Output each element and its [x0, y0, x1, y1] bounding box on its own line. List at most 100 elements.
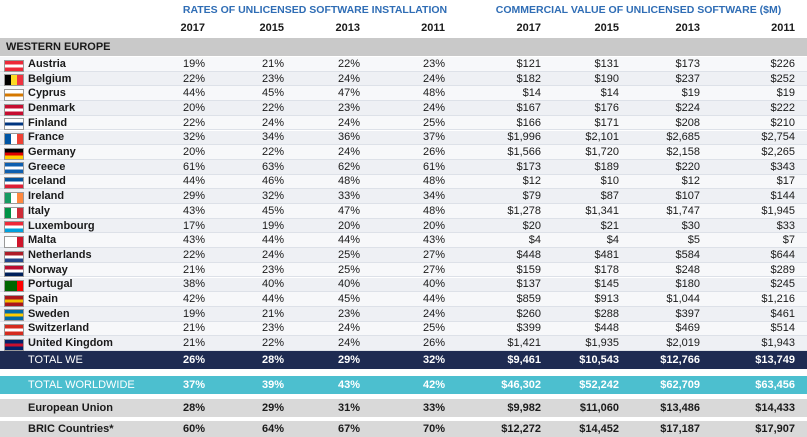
cell: 21%	[182, 337, 205, 350]
cell: 24%	[422, 307, 445, 320]
cell: $63,456	[755, 378, 795, 391]
cell: $189	[594, 160, 619, 173]
cell: $12	[522, 175, 541, 188]
cell: 24%	[261, 116, 284, 129]
cell: $4	[606, 234, 619, 247]
cell: 42%	[182, 293, 205, 306]
cell: $399	[516, 322, 541, 335]
cell: 40%	[261, 278, 284, 291]
cell: $1,044	[666, 293, 700, 306]
year-header: 2013	[335, 22, 360, 34]
cell: $13,486	[660, 401, 700, 414]
row-band	[0, 189, 807, 204]
flag	[4, 280, 24, 292]
summary-band	[0, 399, 807, 417]
cell: $14	[522, 87, 541, 100]
cell: $461	[770, 307, 795, 320]
cell: $12	[681, 175, 700, 188]
row-label: TOTAL WE	[28, 353, 83, 366]
cell: $144	[770, 190, 795, 203]
cell: 28%	[261, 353, 284, 366]
cell: $1,996	[507, 131, 541, 144]
cell: $20	[522, 219, 541, 232]
cell: 46%	[261, 175, 284, 188]
cell: $913	[594, 293, 619, 306]
cell: 21%	[182, 263, 205, 276]
summary-band	[0, 351, 807, 369]
cell: 29%	[337, 353, 360, 366]
cell: 25%	[422, 322, 445, 335]
row-band	[0, 71, 807, 87]
flag	[4, 324, 24, 337]
cell: 43%	[182, 234, 205, 247]
cell: 34%	[422, 190, 445, 203]
cell: $1,278	[507, 204, 541, 217]
cell: 47%	[337, 87, 360, 100]
cell: 45%	[261, 87, 284, 100]
year-header: 2017	[180, 22, 205, 34]
flag	[4, 206, 24, 219]
cell: 33%	[422, 401, 445, 414]
cell: 48%	[422, 175, 445, 188]
cell: $17,907	[755, 422, 795, 435]
cell: $30	[681, 219, 700, 232]
cell: 23%	[261, 322, 284, 335]
cell: $288	[594, 307, 619, 320]
row-band	[0, 101, 807, 116]
cell: 42%	[422, 378, 445, 391]
row-label: Malta	[28, 234, 57, 247]
cell: 43%	[422, 234, 445, 247]
year-header: 2015	[259, 22, 284, 34]
cell: $131	[594, 57, 619, 70]
cell: $252	[770, 72, 795, 85]
cell: $2,158	[666, 146, 700, 159]
row-label: France	[28, 131, 65, 144]
row-label: Sweden	[28, 307, 70, 320]
cell: 44%	[182, 175, 205, 188]
row-band	[0, 218, 807, 234]
cell: $14	[600, 87, 619, 100]
cell: $121	[516, 57, 541, 70]
summary-band	[0, 376, 807, 394]
cell: 24%	[261, 248, 284, 261]
flag	[4, 133, 24, 145]
cell: $79	[522, 190, 541, 203]
row-band	[0, 57, 807, 72]
cell: 44%	[182, 87, 205, 100]
year-header: 2015	[594, 22, 619, 34]
row-label: Germany	[28, 146, 76, 159]
cell: $159	[516, 263, 541, 276]
row-band	[0, 233, 807, 249]
cell: 22%	[261, 337, 284, 350]
section-label: WESTERN EUROPE	[6, 41, 111, 53]
cell: 48%	[337, 175, 360, 188]
cell: $137	[516, 278, 541, 291]
cell: $289	[770, 263, 795, 276]
row-label: TOTAL WORLDWIDE	[28, 378, 135, 391]
cell: 24%	[337, 146, 360, 159]
cell: 20%	[182, 146, 205, 159]
cell: 19%	[261, 219, 284, 232]
cell: 37%	[182, 378, 205, 391]
cell: 22%	[182, 72, 205, 85]
cell: $13,749	[755, 353, 795, 366]
flag	[4, 59, 24, 72]
cell: $14,433	[755, 401, 795, 414]
cell: 62%	[337, 160, 360, 173]
cell: $448	[516, 248, 541, 261]
flag	[4, 309, 24, 322]
cell: $173	[675, 57, 700, 70]
cell: $2,101	[585, 131, 619, 144]
row-label: Ireland	[28, 190, 65, 203]
cell: $9,982	[507, 401, 541, 414]
cell: $9,461	[507, 353, 541, 366]
cell: $52,242	[579, 378, 619, 391]
row-label: Spain	[28, 293, 58, 306]
group-header: RATES OF UNLICENSED SOFTWARE INSTALLATIO…	[182, 4, 448, 16]
cell: $107	[675, 190, 700, 203]
cell: $33	[776, 219, 795, 232]
cell: $5	[687, 234, 700, 247]
cell: $644	[770, 248, 795, 261]
flag	[4, 103, 24, 116]
